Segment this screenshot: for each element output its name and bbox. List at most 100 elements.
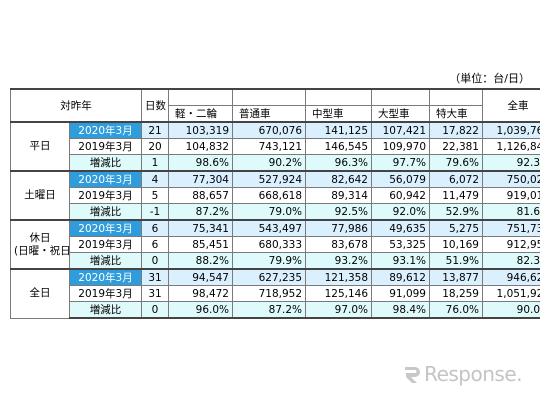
table-row: 休日 (日曜・祝日) 2020年3月 6 75,341 543,497 77,9… xyxy=(10,219,540,270)
tokudai-cell: 13,877 xyxy=(429,268,483,286)
chugata-cell: 83,678 xyxy=(305,236,372,253)
total-cell: 90.0% xyxy=(482,301,540,319)
total-cell: 1,051,928 xyxy=(482,285,540,302)
table-row: 増減比 0 96.0% 87.2% 97.0% 98.4% 76.0% 90.0… xyxy=(10,301,540,319)
days-cell: 5 xyxy=(141,187,169,204)
futsu-cell: 87.2% xyxy=(232,301,306,319)
total-cell: 92.3% xyxy=(482,154,540,172)
response-watermark: Response. xyxy=(402,361,522,387)
days-cell: 0 xyxy=(141,301,169,319)
kei-cell: 103,319 xyxy=(168,121,233,139)
futsu-cell: 79.9% xyxy=(232,252,306,270)
days-cell: 6 xyxy=(141,236,169,253)
table-row: 2019年3月 31 98,472 718,952 125,146 91,099… xyxy=(11,285,540,302)
ogata-cell: 53,325 xyxy=(371,236,430,253)
total-cell: 750,020 xyxy=(482,170,540,188)
days-cell: 21 xyxy=(141,121,169,139)
total-cell: 751,735 xyxy=(482,219,540,237)
tokudai-cell: 6,072 xyxy=(429,170,483,188)
tokudai-cell: 10,169 xyxy=(429,236,483,253)
period-label: 増減比 xyxy=(69,203,142,221)
ogata-cell: 107,421 xyxy=(371,121,430,139)
period-label: 2020年3月 xyxy=(69,121,142,139)
futsu-cell: 527,924 xyxy=(232,170,306,188)
ogata-cell: 56,079 xyxy=(371,170,430,188)
tokudai-cell: 18,259 xyxy=(429,285,483,302)
period-label: 2019年3月 xyxy=(69,138,142,155)
unit-label: （単位：台/日） xyxy=(449,72,530,85)
chugata-cell: 125,146 xyxy=(305,285,372,302)
ogata-cell: 97.7% xyxy=(371,154,430,172)
days-cell: 31 xyxy=(141,268,169,286)
period-label: 2019年3月 xyxy=(69,187,142,204)
tokudai-cell: 22,381 xyxy=(429,138,483,155)
table-row: 平日 2020年3月 21 103,319 670,076 141,125 10… xyxy=(10,121,540,172)
kei-cell: 87.2% xyxy=(168,203,233,221)
kei-cell: 75,341 xyxy=(168,219,233,237)
header-subrow: 軽・二輪 普通車 中型車 大型車 特大車 xyxy=(11,105,540,123)
total-cell: 946,629 xyxy=(482,268,540,286)
futsu-cell: 670,076 xyxy=(232,121,306,139)
ogata-cell: 92.0% xyxy=(371,203,430,221)
period-label: 増減比 xyxy=(69,252,142,270)
futsu-cell: 668,618 xyxy=(232,187,306,204)
ogata-cell: 109,970 xyxy=(371,138,430,155)
category-weekday: 平日 xyxy=(10,121,70,172)
category-saturday: 土曜日 xyxy=(10,170,70,221)
ogata-cell: 91,099 xyxy=(371,285,430,302)
futsu-cell: 543,497 xyxy=(232,219,306,237)
kei-cell: 98,472 xyxy=(168,285,233,302)
ogata-cell: 60,942 xyxy=(371,187,430,204)
tokudai-cell: 79.6% xyxy=(429,154,483,172)
period-label: 2019年3月 xyxy=(69,236,142,253)
period-label: 2020年3月 xyxy=(69,219,142,237)
tokudai-cell: 52.9% xyxy=(429,203,483,221)
table-row: 増減比 1 98.6% 90.2% 96.3% 97.7% 79.6% 92.3… xyxy=(10,154,540,172)
total-cell: 1,126,849 xyxy=(482,138,540,155)
days-cell: 4 xyxy=(141,170,169,188)
kei-cell: 88.2% xyxy=(168,252,233,270)
period-label: 2020年3月 xyxy=(69,268,142,286)
futsu-cell: 79.0% xyxy=(232,203,306,221)
ogata-cell: 49,635 xyxy=(371,219,430,237)
total-cell: 81.6% xyxy=(482,203,540,221)
ogata-cell: 89,612 xyxy=(371,268,430,286)
tokudai-cell: 76.0% xyxy=(429,301,483,319)
total-cell: 1,039,763 xyxy=(482,121,540,139)
kei-cell: 85,451 xyxy=(168,236,233,253)
header-total: 全車 xyxy=(482,88,540,123)
chugata-cell: 121,358 xyxy=(305,268,372,286)
total-cell: 912,956 xyxy=(482,236,540,253)
chugata-cell: 92.5% xyxy=(305,203,372,221)
chugata-cell: 146,545 xyxy=(305,138,372,155)
chugata-cell: 93.2% xyxy=(305,252,372,270)
table-row: 増減比 0 88.2% 79.9% 93.2% 93.1% 51.9% 82.3… xyxy=(10,252,540,270)
header-row: 対昨年 日数 全車 xyxy=(10,88,540,123)
chugata-cell: 96.3% xyxy=(305,154,372,172)
days-cell: 1 xyxy=(141,154,169,172)
tokudai-cell: 11,479 xyxy=(429,187,483,204)
category-holiday-label: 休日 xyxy=(29,231,51,244)
header-kei: 軽・二輪 xyxy=(168,105,233,123)
table-row: 土曜日 2020年3月 4 77,304 527,924 82,642 56,0… xyxy=(10,170,540,221)
category-holiday: 休日 (日曜・祝日) xyxy=(10,219,70,270)
kei-cell: 88,657 xyxy=(168,187,233,204)
futsu-cell: 680,333 xyxy=(232,236,306,253)
days-cell: 20 xyxy=(141,138,169,155)
watermark-text: Response. xyxy=(424,362,522,386)
category-allday: 全日 xyxy=(10,268,70,319)
table-row: 2019年3月 6 85,451 680,333 83,678 53,325 1… xyxy=(11,236,540,253)
period-label: 2020年3月 xyxy=(69,170,142,188)
total-cell: 919,010 xyxy=(482,187,540,204)
futsu-cell: 718,952 xyxy=(232,285,306,302)
total-cell: 82.3% xyxy=(482,252,540,270)
chugata-cell: 77,986 xyxy=(305,219,372,237)
table-row: 全日 2020年3月 31 94,547 627,235 121,358 89,… xyxy=(10,268,540,319)
chugata-cell: 97.0% xyxy=(305,301,372,319)
period-label: 増減比 xyxy=(69,301,142,319)
table-row: 2019年3月 20 104,832 743,121 146,545 109,9… xyxy=(11,138,540,155)
chugata-cell: 141,125 xyxy=(305,121,372,139)
header-ogata: 大型車 xyxy=(371,105,430,123)
kei-cell: 98.6% xyxy=(168,154,233,172)
ogata-cell: 93.1% xyxy=(371,252,430,270)
